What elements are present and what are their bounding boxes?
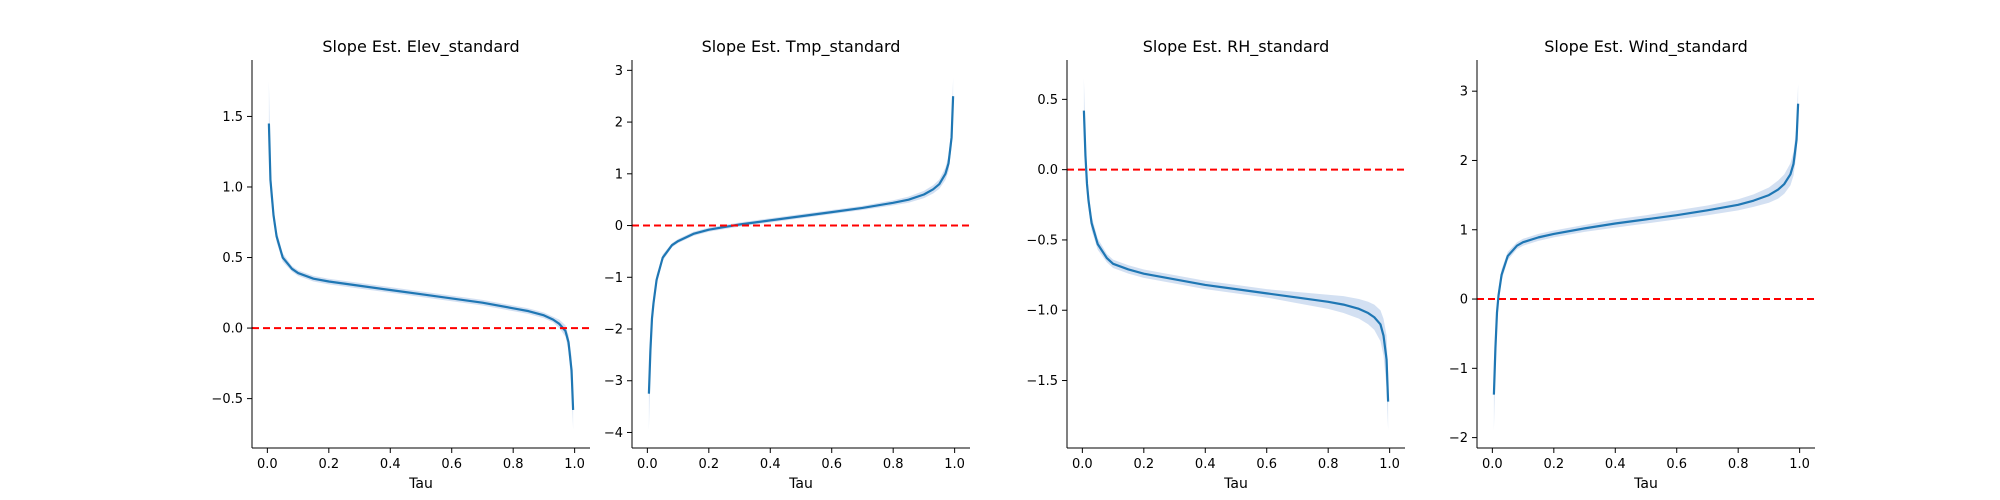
x-tick-label: 0.8 (883, 457, 904, 472)
y-tick-label: 0.0 (222, 322, 243, 337)
y-tick-label: 0.5 (1037, 93, 1058, 108)
estimate-line (647, 96, 955, 394)
estimate-line (1082, 110, 1390, 402)
chart-panel-1: Slope Est. Elev_standard 0.0 0.2 0.4 0.6 0.8 1… (211, 37, 590, 492)
x-tick-label: 0.0 (637, 457, 658, 472)
y-tick-label: 0.5 (222, 251, 243, 266)
x-axis-label: Tau (408, 476, 433, 492)
y-tick-label: −1 (604, 271, 623, 286)
x-tick-label: 0.4 (1195, 457, 1216, 472)
chart-title: Slope Est. Wind_standard (1544, 37, 1748, 57)
x-tick-label: 0.0 (257, 457, 278, 472)
y-tick-label: −4 (604, 426, 623, 441)
chart-panel-4: Slope Est. Wind_standard 0.0 0.2 0.4 0.6 0.8 1… (1449, 37, 1815, 492)
x-axis-label: Tau (1633, 476, 1658, 492)
estimate-line (267, 123, 575, 410)
x-tick-label: 0.6 (1666, 457, 1687, 472)
y-tick-label: −0.5 (211, 392, 243, 407)
x-tick-label: 1.0 (1379, 457, 1400, 472)
y-tick-label: 1.0 (222, 180, 243, 195)
x-tick-label: 0.6 (821, 457, 842, 472)
confidence-band (268, 81, 574, 430)
x-tick-label: 1.0 (944, 457, 965, 472)
x-tick-label: 0.2 (698, 457, 719, 472)
confidence-band (1083, 78, 1389, 430)
x-tick-label: 1.0 (564, 457, 585, 472)
chart-title: Slope Est. RH_standard (1143, 37, 1329, 57)
chart-panel-3: Slope Est. RH_standard 0.0 0.2 0.4 0.6 0.8 1.0… (1026, 37, 1405, 492)
x-tick-label: 0.4 (380, 457, 401, 472)
x-tick-label: 0.6 (1256, 457, 1277, 472)
confidence-band (1493, 84, 1799, 431)
confidence-band (648, 78, 954, 430)
chart-panel-2: Slope Est. Tmp_standard 0.0 0.2 0.4 0.6 0.8 1.… (604, 37, 970, 492)
x-tick-label: 0.2 (1133, 457, 1154, 472)
x-tick-label: 0.8 (1318, 457, 1339, 472)
chart-title: Slope Est. Elev_standard (322, 37, 519, 57)
y-tick-label: 1.5 (222, 110, 243, 125)
y-tick-label: −2 (1449, 431, 1468, 446)
y-tick-label: 3 (1460, 85, 1468, 100)
y-tick-label: 0 (1460, 293, 1468, 308)
chart-title: Slope Est. Tmp_standard (702, 37, 901, 57)
x-tick-label: 0.4 (760, 457, 781, 472)
y-tick-label: 0.0 (1037, 163, 1058, 178)
x-tick-label: 0.2 (1543, 457, 1564, 472)
x-tick-label: 0.0 (1072, 457, 1093, 472)
x-axis-label: Tau (1223, 476, 1248, 492)
y-tick-label: −3 (604, 374, 623, 389)
y-tick-label: −0.5 (1026, 233, 1058, 248)
y-tick-label: −1 (1449, 362, 1468, 377)
y-tick-label: −2 (604, 323, 623, 338)
x-tick-label: 0.2 (318, 457, 339, 472)
x-tick-label: 1.0 (1789, 457, 1810, 472)
x-tick-label: 0.8 (503, 457, 524, 472)
y-tick-label: 2 (1460, 154, 1468, 169)
y-tick-label: 1 (1460, 223, 1468, 238)
y-tick-label: −1.0 (1026, 304, 1058, 319)
x-tick-label: 0.4 (1605, 457, 1626, 472)
y-tick-label: 1 (615, 167, 623, 182)
y-tick-label: 2 (615, 116, 623, 131)
x-axis-label: Tau (788, 476, 813, 492)
x-tick-label: 0.6 (441, 457, 462, 472)
estimate-line (1492, 103, 1800, 395)
y-tick-label: 0 (615, 219, 623, 234)
x-tick-label: 0.0 (1482, 457, 1503, 472)
y-tick-label: 3 (615, 64, 623, 79)
x-tick-label: 0.8 (1728, 457, 1749, 472)
y-tick-label: −1.5 (1026, 374, 1058, 389)
